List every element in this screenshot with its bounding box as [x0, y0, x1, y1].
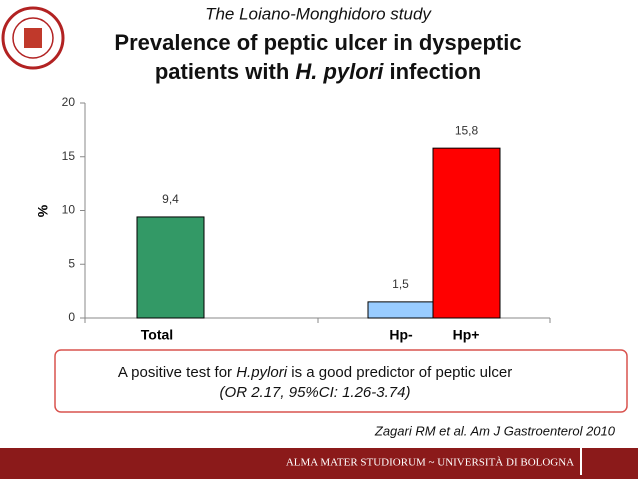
footer-band [0, 448, 638, 479]
y-tick-label: 20 [62, 95, 76, 109]
y-tick-label: 15 [62, 149, 76, 163]
study-name: The Loiano-Monghidoro study [205, 4, 432, 23]
note-box [54, 349, 628, 413]
note-part: is a good predictor of peptic ulcer [287, 364, 512, 381]
bar [136, 216, 205, 319]
footer: ALMA MATER STUDIORUM ~ UNIVERSITÀ DI BOL… [286, 457, 574, 469]
y-tick-label: 0 [68, 310, 75, 324]
note: A positive test for H.pylori is a good p… [118, 364, 512, 381]
citation: Zagari RM et al. Am J Gastroenterol 2010 [374, 423, 616, 438]
note-part: A positive test for [118, 364, 236, 381]
bar [367, 301, 434, 319]
y-tick-label: 10 [62, 203, 76, 217]
title: patients with H. pylori infection [155, 59, 481, 84]
bar [432, 147, 501, 319]
title-part: H. pylori [295, 59, 384, 84]
logo [1, 6, 65, 70]
value-label: 1,5 [392, 277, 409, 291]
title: Prevalence of peptic ulcer in dyspeptic [114, 30, 521, 55]
x-tick-label: Hp- [389, 327, 413, 343]
note: (OR 2.17, 95%CI: 1.26-3.74) [220, 384, 411, 401]
y-axis-label: % [35, 204, 51, 217]
value-label: 9,4 [162, 192, 179, 206]
title-part: patients with [155, 59, 296, 84]
value-label: 15,8 [455, 123, 479, 137]
note-part: H.pylori [236, 364, 288, 381]
y-tick-label: 5 [68, 256, 75, 270]
x-tick-label: Hp+ [453, 327, 480, 343]
x-tick-label: Total [141, 327, 173, 343]
title-part: infection [383, 59, 481, 84]
